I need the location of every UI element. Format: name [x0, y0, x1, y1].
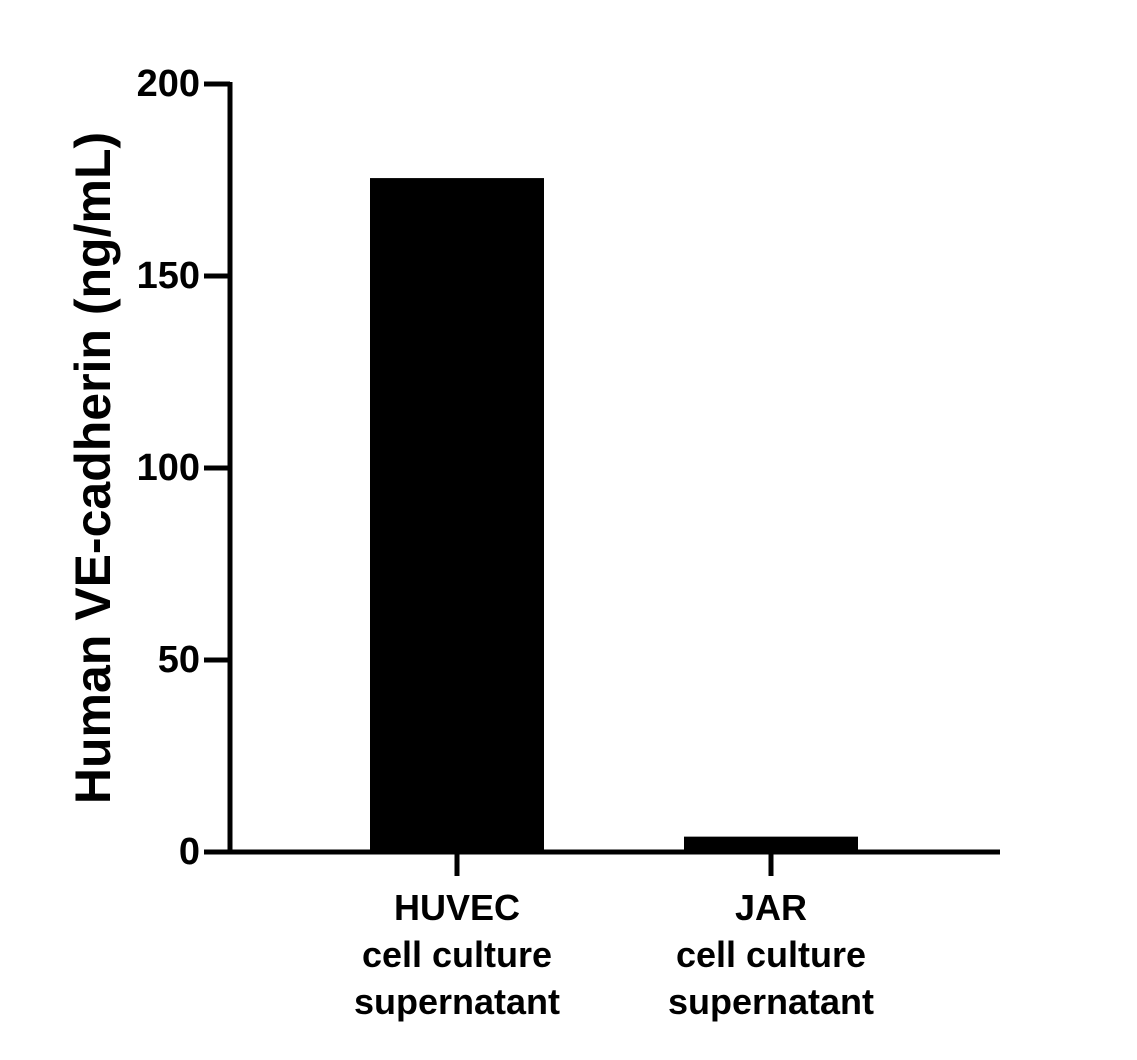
y-tick-label-2: 100 [137, 447, 200, 489]
y-tick-label-0: 0 [179, 831, 200, 873]
y-axis-title: Human VE-cadherin (ng/mL) [65, 132, 121, 804]
bar-1 [684, 836, 858, 852]
y-tick-label-1: 50 [158, 639, 200, 681]
y-tick-label-3: 150 [137, 255, 200, 297]
x-category-label-0: HUVEC cell culture supernatant [354, 887, 560, 1022]
x-category-label-1-line-2: supernatant [668, 981, 874, 1022]
x-category-label-1-line-1: cell culture [676, 934, 866, 975]
x-category-label-0-line-0: HUVEC [394, 887, 520, 928]
x-category-label-1-line-0: JAR [735, 887, 807, 928]
x-category-label-0-line-1: cell culture [362, 934, 552, 975]
x-category-label-1: JAR cell culture supernatant [668, 887, 874, 1022]
x-category-label-0-line-2: supernatant [354, 981, 560, 1022]
bar-0 [370, 178, 544, 852]
y-tick-label-4: 200 [137, 63, 200, 105]
